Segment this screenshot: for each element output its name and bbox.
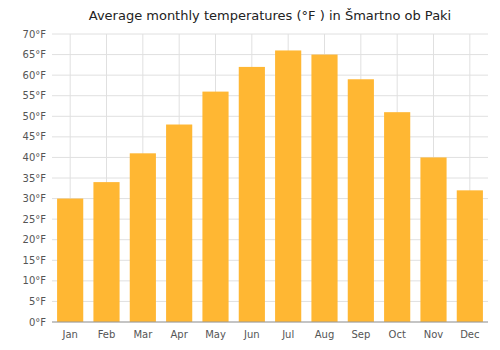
- y-grid-line: [52, 54, 488, 55]
- bar: [420, 157, 446, 322]
- y-tick-label: 50°F: [23, 111, 47, 122]
- bar: [311, 55, 337, 322]
- bar: [275, 50, 301, 322]
- y-tick-label: 10°F: [23, 275, 47, 286]
- x-tick-label: Dec: [460, 329, 479, 340]
- chart: Average monthly temperatures (°F ) in Šm…: [0, 0, 500, 350]
- y-tick-label: 40°F: [23, 152, 47, 163]
- y-tick-label: 25°F: [23, 214, 47, 225]
- bar: [457, 190, 483, 322]
- bar: [57, 199, 83, 322]
- bar: [202, 92, 228, 322]
- y-grid-line: [52, 34, 488, 35]
- x-tick-label: Apr: [171, 329, 189, 340]
- y-tick-label: 55°F: [23, 90, 47, 101]
- x-tick-label: Mar: [133, 329, 153, 340]
- y-tick-label: 45°F: [23, 131, 47, 142]
- x-tick-label: Jan: [61, 329, 77, 340]
- x-tick-label: Sep: [351, 329, 370, 340]
- y-tick-label: 70°F: [23, 29, 47, 40]
- y-grid-line: [52, 95, 488, 96]
- bar: [384, 112, 410, 322]
- bars: [57, 50, 483, 322]
- y-tick-label: 30°F: [23, 193, 47, 204]
- y-grid-line: [52, 136, 488, 137]
- bar: [239, 67, 265, 322]
- x-tick-label: May: [205, 329, 226, 340]
- y-grid-line: [52, 116, 488, 117]
- x-tick-label: Jul: [281, 329, 294, 340]
- x-tick-label: Jun: [243, 329, 260, 340]
- y-grid-line: [52, 322, 488, 323]
- x-tick-label: Nov: [424, 329, 444, 340]
- y-tick-label: 5°F: [29, 296, 46, 307]
- bar: [93, 182, 119, 322]
- x-tick-label: Feb: [98, 329, 116, 340]
- y-grid-line: [52, 75, 488, 76]
- y-tick-label: 35°F: [23, 173, 47, 184]
- grid: [52, 34, 488, 322]
- y-tick-label: 60°F: [23, 70, 47, 81]
- title: Average monthly temperatures (°F ) in Šm…: [89, 8, 451, 23]
- bar: [166, 125, 192, 322]
- bar: [130, 153, 156, 322]
- y-tick-label: 20°F: [23, 234, 47, 245]
- bar: [348, 79, 374, 322]
- x-tick-label: Aug: [315, 329, 335, 340]
- x-axis-line: [52, 322, 488, 323]
- y-tick-label: 15°F: [23, 255, 47, 266]
- y-tick-label: 65°F: [23, 49, 47, 60]
- x-tick-label: Oct: [389, 329, 406, 340]
- y-tick-label: 0°F: [29, 317, 46, 328]
